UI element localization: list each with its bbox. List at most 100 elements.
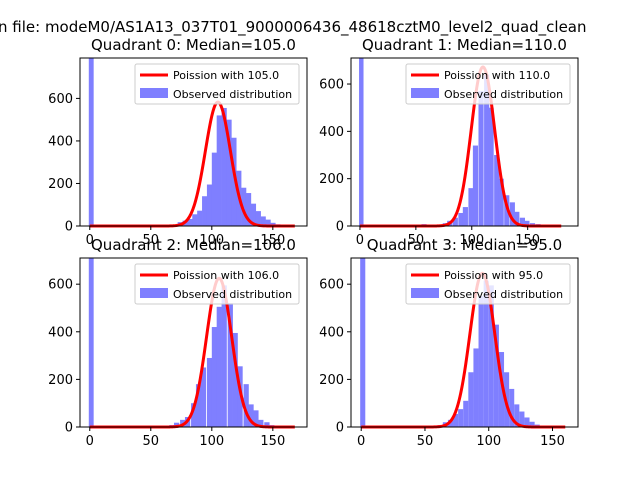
histogram-bar	[488, 107, 494, 226]
y-tick-label: 200	[319, 172, 344, 187]
x-tick-label: 50	[143, 233, 160, 248]
histogram-bar	[498, 352, 505, 427]
subplot-title: Quadrant 2: Median=106.0	[91, 236, 296, 254]
histogram-bar	[241, 187, 247, 226]
histogram-bar	[264, 422, 270, 427]
histogram-bar	[211, 327, 218, 427]
histogram-bar	[258, 419, 264, 427]
histogram-bar	[478, 296, 484, 427]
histogram-bar	[260, 216, 266, 226]
histogram-bar	[458, 409, 464, 427]
legend-hist-swatch	[140, 88, 168, 98]
legend-hist-label: Observed distribution	[173, 288, 292, 301]
x-tick-label: 0	[357, 434, 365, 449]
histogram-bar	[226, 119, 232, 226]
y-tick-label: 0	[65, 220, 73, 235]
histogram-bar	[253, 410, 259, 427]
figure-suptitle: n file: modeM0/AS1A13_037T01_9000006436_…	[0, 18, 587, 37]
legend-hist-swatch	[411, 288, 439, 298]
x-tick-label: 150	[515, 233, 540, 248]
histogram-bar-spike	[88, 258, 94, 427]
x-tick-label: 0	[86, 233, 94, 248]
y-tick-label: 600	[319, 78, 344, 93]
histogram-bar	[498, 178, 504, 226]
histogram-bar-spike	[360, 258, 366, 427]
histogram-bar	[265, 219, 271, 226]
histogram-bar	[514, 211, 520, 226]
histogram-bar	[197, 210, 203, 226]
histogram-bar	[452, 217, 458, 226]
subplot-2: 0 50 100 150 0 200 400 600 Quadrant 2: Median=10…	[48, 236, 308, 449]
histogram-bar-spike	[359, 58, 364, 226]
y-tick-label: 600	[48, 92, 73, 107]
y-tick-label: 200	[48, 373, 73, 388]
subplot-title: Quadrant 1: Median=110.0	[362, 36, 567, 54]
x-tick-label: 100	[199, 233, 224, 248]
histogram-bar	[493, 324, 499, 427]
legend: Poission with 106.0 Observed distribution	[134, 263, 300, 305]
axes-frame	[79, 57, 308, 227]
histogram-bar-spike	[88, 58, 94, 226]
subplot-0: 0 50 100 150 0 200 400 600 Quadrant 0: Median=10…	[48, 36, 308, 248]
subplot-grid: 0 50 100 150 0 200 400 600 Quadrant 0: Median=10…	[48, 36, 579, 449]
subplot-title: Quadrant 0: Median=105.0	[91, 36, 296, 54]
histogram-bar	[509, 202, 515, 226]
y-tick-label: 600	[319, 278, 344, 293]
histogram-bar	[524, 220, 530, 226]
legend-fit-label: Poission with 106.0	[173, 269, 279, 282]
y-tick-label: 0	[336, 421, 344, 436]
histogram-bar	[473, 348, 479, 427]
histogram-bar	[468, 372, 474, 427]
subplot-3: 0 50 100 150 0 200 400 600 Quadrant 3: Median=95…	[319, 236, 579, 449]
y-tick-label: 400	[48, 325, 73, 340]
legend: Poission with 95.0 Observed distribution	[405, 263, 571, 305]
legend-frame	[405, 263, 571, 305]
histogram-bar	[221, 107, 227, 226]
x-tick-label: 150	[260, 233, 285, 248]
legend-frame	[134, 263, 300, 305]
x-tick-label: 150	[260, 434, 285, 449]
legend-fit-label: Poission with 110.0	[444, 69, 550, 82]
x-tick-label: 0	[356, 233, 364, 248]
y-tick-label: 600	[48, 278, 73, 293]
legend-frame	[405, 63, 571, 105]
y-tick-label: 400	[319, 125, 344, 140]
subplot-1: 0 50 100 150 0 200 400 600 Quadrant 1: Median=11…	[319, 36, 579, 248]
histogram-bar	[206, 357, 213, 427]
histogram-bar	[484, 74, 490, 226]
histogram-bar	[195, 384, 202, 427]
histogram-bar	[468, 188, 474, 226]
y-tick-label: 400	[48, 134, 73, 149]
legend-hist-swatch	[411, 88, 439, 98]
histogram-bar	[248, 404, 254, 427]
legend-fit-label: Poission with 105.0	[173, 69, 279, 82]
histogram-bar	[173, 422, 180, 427]
legend-hist-swatch	[140, 288, 168, 298]
histogram-bar	[202, 196, 208, 226]
histogram-bar	[462, 207, 468, 226]
histogram-bar	[514, 404, 520, 427]
x-tick-label: 50	[143, 434, 160, 449]
legend: Poission with 110.0 Observed distribution	[405, 63, 571, 105]
histogram-bar	[192, 214, 198, 226]
x-tick-label: 150	[540, 434, 565, 449]
histogram-bar	[483, 280, 489, 427]
axes-frame	[350, 257, 579, 428]
histogram-bar	[519, 217, 525, 226]
legend: Poission with 105.0 Observed distribution	[134, 63, 300, 105]
histogram-bar	[458, 212, 464, 226]
histogram-bar	[200, 367, 207, 427]
histogram-bar	[211, 152, 217, 226]
axes-frame	[79, 257, 308, 428]
x-tick-label: 50	[417, 434, 434, 449]
histogram-bar	[519, 411, 525, 427]
axes-frame	[350, 57, 579, 227]
histogram-bar	[231, 137, 237, 226]
histogram-bar	[245, 193, 252, 226]
y-tick-label: 200	[48, 177, 73, 192]
histogram-bar	[488, 285, 494, 427]
histogram	[88, 258, 280, 427]
histogram-bar	[250, 203, 257, 226]
histogram-bar	[478, 91, 484, 226]
